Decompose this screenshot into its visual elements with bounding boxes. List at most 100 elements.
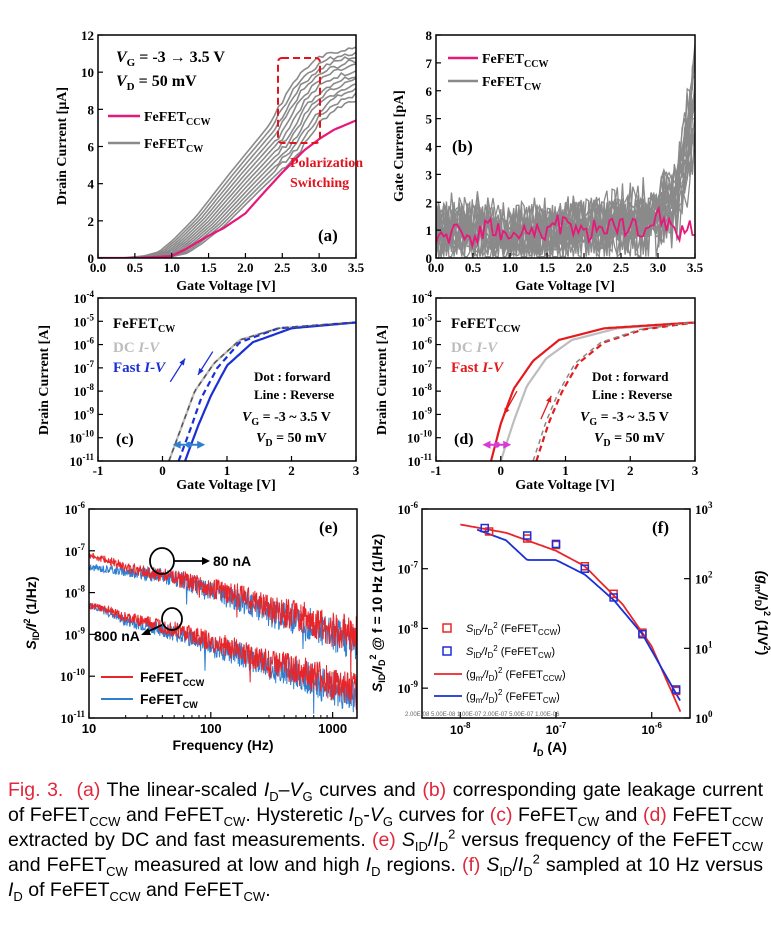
cw-gate-current-trace — [436, 43, 695, 255]
sid-data-point — [551, 539, 561, 549]
caption-text: corresponding gate leakage current of Fe… — [8, 779, 763, 826]
x-tick-label: -1 — [431, 463, 442, 478]
panel-a-xlabel: Gate Voltage [V] — [176, 279, 276, 294]
panel-e-y-ticks: 10-6 10-7 10-8 10-9 10-10 10-11 — [60, 500, 95, 726]
arrowhead-800na — [141, 628, 151, 635]
panel-e: 10 100 1000 10-6 10-7 10-8 10-9 10-10 10-11 Fre… — [22, 500, 358, 753]
y-right-tick-label: 103 — [695, 500, 713, 517]
y-tick-label: 10-9 — [74, 405, 95, 422]
panel-b-y-ticks: 0 1 2 3 4 5 6 7 8 — [426, 28, 441, 266]
caption-tag-a: (a) — [76, 779, 101, 801]
panel-b: 0.0 0.5 1.0 1.5 2.0 2.5 3.0 3.5 0 1 2 3 4 5 6 7 8 Gate … — [392, 28, 704, 294]
x-tick-label: 10 — [82, 721, 96, 736]
memory-window-arrowhead-right — [503, 440, 512, 449]
y-tick-label: 10-10 — [60, 667, 85, 684]
annotation-circle-800na — [161, 607, 183, 631]
y-tick-label: 10-10 — [69, 429, 94, 446]
y-tick-label: 5 — [426, 112, 433, 127]
x-tick-label: 3.0 — [311, 260, 327, 275]
y-tick-label: 10-6 — [412, 336, 433, 353]
caption-text: FeFET — [666, 804, 732, 826]
x-tick-label: 1.5 — [200, 260, 217, 275]
x-tick-label: 1.5 — [539, 260, 556, 275]
y-tick-label: 10-11 — [69, 452, 94, 469]
panel-a-tag: (a) — [318, 226, 338, 245]
panel-d-x-ticks: -1 0 1 2 3 — [431, 456, 699, 478]
y-tick-label: 10-6 — [65, 500, 86, 517]
dc-iv-forward-trace — [168, 321, 355, 461]
panel-a: 0.0 0.5 1.0 1.5 2.0 2.5 3.0 3.5 0 2 4 6 8 10 12 Gate … — [55, 28, 365, 294]
panel-f-ylabel-right: (gm/ID)2 (1/V2) — [753, 571, 771, 655]
polarization-switching-box — [277, 57, 321, 144]
panel-c-vd-note: VD = 50 mV — [256, 431, 327, 449]
memory-window-arrowhead-left — [482, 440, 491, 449]
annotation-800na: 800 nA — [94, 628, 140, 644]
panel-d-traces — [482, 321, 695, 461]
y-tick-label: 10-6 — [74, 336, 95, 353]
panel-e-xlabel: Frequency (Hz) — [172, 737, 273, 753]
caption-tag-d: (d) — [642, 804, 667, 826]
caption-sub: CCW — [731, 838, 763, 854]
panel-c-y-ticks: 10-4 10-5 10-6 10-7 10-8 10-9 10-10 10-11 — [69, 289, 103, 469]
x-tick-label: 1 — [224, 463, 231, 478]
cw-sweep-trace — [98, 83, 356, 258]
y-tick-label: 10-7 — [412, 359, 433, 376]
panel-c-dc-label: DC I-V — [113, 340, 161, 356]
panel-c-dot-note: Dot : forward — [254, 369, 331, 384]
panel-a-y-ticks: 0 2 4 6 8 10 12 — [81, 28, 103, 266]
caption-sub: CW — [243, 888, 266, 904]
panel-a-ylabel: Drain Current [μA] — [55, 87, 70, 205]
caption-tag-f: (f) — [461, 854, 481, 876]
x-tick-label: 0 — [159, 463, 166, 478]
panel-d-dc-label: DC I-V — [451, 340, 499, 356]
sid-data-point — [580, 564, 590, 573]
cw-sweep-trace — [98, 100, 356, 258]
panel-c-ylabel: Drain Current [A] — [37, 325, 52, 435]
caption-sub: CCW — [731, 813, 763, 829]
memory-window-arrowhead-right — [197, 440, 206, 449]
caption-sub: CW — [223, 813, 246, 829]
panel-d-vd-note: VD = 50 mV — [594, 431, 665, 449]
noise-spectrum-trace — [89, 603, 357, 710]
y-tick-label: 10-11 — [407, 452, 432, 469]
panel-a-legend-ccw: FeFETCCW — [144, 110, 210, 128]
sweep-direction-arrowhead — [546, 395, 552, 403]
annotation-circle-80na — [149, 547, 175, 575]
arrowhead-80na — [202, 557, 210, 565]
y-tick-label: 10-9 — [398, 679, 419, 696]
sid-data-point — [480, 523, 489, 533]
y-tick-label: 8 — [88, 102, 95, 117]
panel-f-watermark: 2.00E-08 5.00E-08 1.00E-07 2.00E-07 5.00… — [405, 712, 560, 718]
panel-c-tag: (c) — [116, 431, 134, 448]
panel-d-xlabel: Gate Voltage [V] — [515, 478, 615, 493]
panel-e-ylabel: SID/I2 (1/Hz) — [22, 576, 41, 649]
y-tick-label: 10-5 — [74, 312, 95, 329]
caption-text: curves and — [312, 779, 423, 801]
fast-iv-reverse-trace — [489, 321, 695, 461]
x-tick-label: 1.0 — [502, 260, 518, 275]
panel-d-vg-note: VG = -3 ~ 3.5 V — [580, 410, 669, 428]
y-right-tick-label: 102 — [695, 570, 713, 587]
caption-tag-e: (e) — [371, 829, 396, 851]
panel-f-legend-cw-square — [442, 646, 452, 656]
y-tick-label: 2 — [426, 195, 433, 210]
y-tick-label: 4 — [88, 177, 95, 192]
panel-d-y-ticks: 10-4 10-5 10-6 10-7 10-8 10-9 10-10 10-11 — [407, 289, 441, 469]
panel-f-legend-ccw-square — [442, 623, 452, 633]
y-tick-label: 2 — [88, 214, 95, 229]
caption-text: regions. — [380, 854, 462, 876]
memory-window-dot — [493, 441, 500, 448]
panel-c-fast-label: Fast I-V — [113, 360, 167, 376]
caption-text: measured at low and high — [127, 854, 366, 876]
x-tick-label: 0.0 — [428, 260, 444, 275]
panel-f-legend-sid-ccw: SID/ID2 (FeFETCCW) — [466, 621, 561, 637]
panel-d-line-note: Line : Reverse — [592, 387, 672, 402]
x-tick-label: 100 — [200, 721, 222, 736]
x-tick-label: 1.0 — [164, 260, 180, 275]
panel-b-tag: (b) — [452, 137, 473, 156]
caption-sub: CW — [106, 863, 128, 879]
gm-over-id-trace — [460, 523, 682, 713]
y-tick-label: 0 — [88, 251, 95, 266]
y-tick-label: 10-8 — [74, 382, 95, 399]
panel-f-ylabel-left: SID/ID2 @ f = 10 Hz (1/Hz) — [368, 534, 387, 692]
